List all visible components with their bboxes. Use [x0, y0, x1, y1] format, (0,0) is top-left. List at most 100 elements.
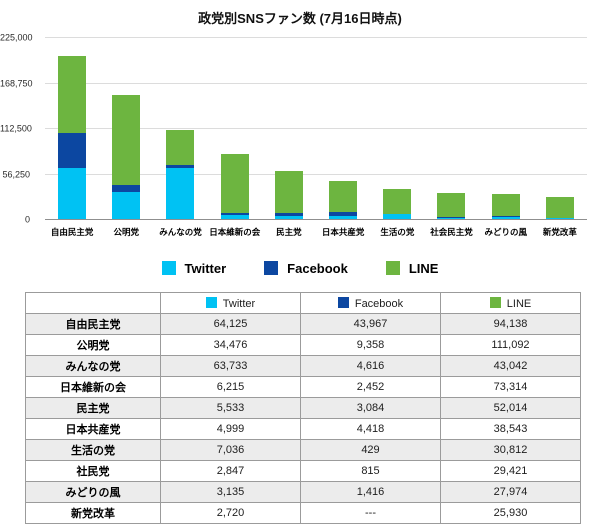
sns-fans-chart: 政党別SNSファン数 (7月16日時点) 0 56,250 112,500 168,7… — [0, 0, 600, 246]
legend-label-twitter: Twitter — [184, 260, 227, 276]
bar-segment-twitter — [383, 214, 412, 220]
twitter-swatch-icon — [161, 261, 176, 275]
table-row: 公明党 34,476 9,358 111,092 — [25, 334, 581, 356]
value-cell: 3,135 — [160, 481, 301, 503]
bar-segment-facebook — [491, 216, 520, 218]
twitter-swatch-icon — [205, 296, 217, 308]
x-tick-label: 自由民主党 — [50, 227, 94, 237]
table-row: 新党改革 2,720 --- 25,930 — [25, 502, 581, 524]
bar-segment-line — [491, 193, 520, 217]
x-tick-label: みどりの風 — [484, 227, 527, 237]
legend-item-facebook: Facebook — [264, 261, 348, 276]
x-tick-label: 民主党 — [276, 227, 302, 237]
stacked-bar — [220, 38, 249, 220]
x-tick-label: 日本維新の会 — [209, 227, 261, 237]
bar-segment-twitter — [491, 217, 520, 220]
header-twitter-cell: Twitter — [160, 292, 301, 314]
y-tick-label: 168,750 — [0, 78, 33, 88]
value-cell: 9,358 — [300, 334, 441, 356]
party-name-cell: 日本共産党 — [25, 418, 161, 440]
value-cell: 1,416 — [300, 481, 441, 503]
chart-legend: Twitter Facebook LINE — [0, 258, 600, 278]
bar-segment-twitter — [545, 217, 574, 220]
value-cell: 43,967 — [300, 313, 441, 335]
bar-segment-line — [166, 129, 195, 165]
bar-segment-facebook — [220, 213, 249, 215]
party-name-cell: みんなの党 — [25, 355, 161, 377]
gridline — [45, 82, 587, 84]
party-name-cell: 民主党 — [25, 397, 161, 419]
value-cell: 2,720 — [160, 502, 301, 524]
party-name-cell: 公明党 — [25, 334, 161, 356]
stacked-bar — [437, 38, 466, 220]
value-cell: 64,125 — [160, 313, 301, 335]
bar-segment-twitter — [220, 214, 249, 220]
party-name-cell: 日本維新の会 — [25, 376, 161, 398]
legend-label-line: LINE — [408, 260, 439, 276]
value-cell: 2,452 — [300, 376, 441, 398]
party-name-cell: 社民党 — [25, 460, 161, 482]
header-line-label: LINE — [506, 297, 532, 310]
legend-item-line: LINE — [385, 260, 439, 276]
bar-segment-twitter — [274, 215, 303, 220]
stacked-bar — [166, 38, 195, 220]
bar-segment-line — [220, 153, 249, 214]
y-tick-label: 225,000 — [0, 32, 33, 43]
value-cell: 111,092 — [440, 334, 581, 356]
value-cell: 429 — [300, 439, 441, 461]
bar-segment-facebook — [437, 217, 466, 218]
value-cell: 3,084 — [300, 397, 441, 419]
x-tick-label: 社会民主党 — [430, 227, 473, 237]
x-tick-label: 新党改革 — [542, 227, 577, 237]
value-cell: 34,476 — [160, 334, 301, 356]
value-cell: --- — [300, 502, 441, 524]
value-cell: 30,812 — [440, 439, 581, 461]
line-swatch-icon — [385, 261, 400, 275]
x-axis-line — [45, 219, 587, 220]
value-cell: 38,543 — [440, 418, 581, 440]
party-name-cell: 生活の党 — [25, 439, 161, 461]
header-facebook-cell: Facebook — [300, 292, 441, 314]
bar-segment-twitter — [437, 217, 466, 220]
y-tick-label: 112,500 — [0, 123, 32, 134]
bar-segment-twitter — [166, 168, 195, 220]
table-body: 自由民主党 64,125 43,967 94,138 公明党 34,476 9,358 111… — [25, 313, 581, 524]
bar-segment-twitter — [329, 215, 358, 220]
table-header: Twitter Facebook LINE — [25, 292, 581, 314]
value-cell: 52,014 — [440, 397, 581, 419]
bar-segment-facebook — [112, 184, 141, 193]
stacked-bar — [383, 38, 412, 220]
table-row: 民主党 5,533 3,084 52,014 — [25, 397, 581, 419]
bar-segment-facebook — [274, 213, 303, 216]
table-row: 生活の党 7,036 429 30,812 — [25, 439, 581, 461]
bar-segment-twitter — [112, 192, 141, 220]
x-tick-label: 日本共産党 — [321, 227, 365, 237]
header-empty-cell — [25, 292, 161, 314]
gridline — [45, 37, 587, 38]
bars-container — [45, 38, 587, 220]
value-cell: 7,036 — [160, 439, 301, 461]
facebook-swatch-icon — [264, 261, 279, 275]
y-tick-label: 0 — [24, 214, 30, 225]
stacked-bar — [329, 38, 358, 220]
bar-segment-line — [329, 181, 358, 213]
party-name-cell: 自由民主党 — [25, 313, 161, 335]
header-line-cell: LINE — [440, 292, 581, 314]
y-tick-label: 56,250 — [2, 169, 30, 179]
stacked-bar — [491, 38, 520, 220]
value-cell: 2,847 — [160, 460, 301, 482]
bar-segment-line — [58, 56, 87, 133]
legend-label-facebook: Facebook — [287, 260, 348, 276]
facebook-swatch-icon — [337, 296, 349, 308]
stacked-bar — [112, 38, 141, 220]
gridline — [45, 128, 587, 129]
x-tick-label: 公明党 — [113, 227, 140, 237]
value-cell: 73,314 — [440, 376, 581, 398]
chart-title: 政党別SNSファン数 (7月16日時点) — [198, 11, 402, 26]
table-row: 日本維新の会 6,215 2,452 73,314 — [25, 376, 581, 398]
table-row: 日本共産党 4,999 4,418 38,543 — [25, 418, 581, 440]
value-cell: 25,930 — [440, 502, 581, 524]
value-cell: 6,215 — [160, 376, 301, 398]
bar-segment-line — [274, 170, 303, 214]
value-cell: 63,733 — [160, 355, 301, 377]
